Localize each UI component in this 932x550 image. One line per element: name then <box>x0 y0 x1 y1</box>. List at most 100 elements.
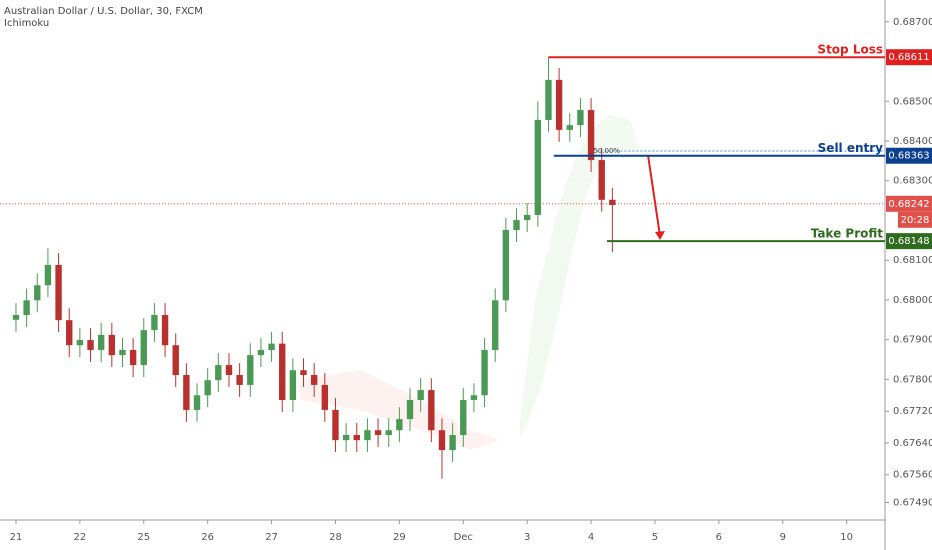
x-tick-label: 3 <box>524 532 530 543</box>
candle-body <box>513 220 520 231</box>
candle-body <box>257 349 265 356</box>
candle-body <box>151 315 158 331</box>
x-tick-label: 10 <box>840 532 853 543</box>
candle-body <box>108 334 116 356</box>
candle-body <box>502 230 510 301</box>
candle-body <box>523 214 531 221</box>
y-tick-label: 0.67900 <box>893 335 932 346</box>
candle-body <box>470 395 478 401</box>
candle-body <box>225 365 233 376</box>
x-tick-label: 22 <box>74 532 87 543</box>
candle-body <box>438 430 446 451</box>
candle-body <box>55 264 62 321</box>
candle-body <box>87 340 94 350</box>
candle-body <box>332 409 339 441</box>
y-tick-label: 0.68400 <box>893 136 932 147</box>
x-tick-label: 25 <box>137 532 150 543</box>
x-tick-label: 29 <box>393 532 406 543</box>
level-name: Stop Loss <box>817 43 883 57</box>
x-tick-label: 4 <box>588 532 594 543</box>
price-box <box>886 147 932 164</box>
candle-body <box>374 430 382 435</box>
x-tick-label: 9 <box>780 532 786 543</box>
chart-title: Australian Dollar / U.S. Dollar, 30, FXC… <box>4 6 203 17</box>
candle-body <box>140 330 147 366</box>
candle-body <box>609 199 616 205</box>
candle-body <box>12 315 20 320</box>
candle-body <box>66 320 73 346</box>
arrow <box>647 154 661 237</box>
candle-body <box>300 370 307 376</box>
candle-body <box>193 395 201 410</box>
candle-body <box>129 349 137 366</box>
indicator-name: Ichimoku <box>4 18 49 29</box>
y-tick-label: 0.68100 <box>893 255 932 266</box>
candle-body <box>183 375 190 410</box>
candle-body <box>204 380 211 396</box>
candle-body <box>279 343 286 401</box>
candle-body <box>534 119 542 215</box>
x-tick-label: 28 <box>329 532 342 543</box>
x-tick-label: 27 <box>265 532 278 543</box>
candle-body <box>545 79 552 120</box>
candle-body <box>289 370 297 401</box>
x-tick-label: 5 <box>652 532 658 543</box>
y-tick-label: 0.67720 <box>893 406 932 417</box>
price-box-label: 0.68363 <box>888 151 929 162</box>
countdown-box <box>898 211 932 228</box>
candle-body <box>587 110 595 161</box>
candle-body <box>598 160 605 200</box>
x-tick-label: 21 <box>10 532 23 543</box>
y-tick-label: 0.68000 <box>893 295 932 306</box>
candle-body <box>161 315 169 346</box>
candle-body <box>577 110 584 126</box>
x-tick-label: Dec <box>454 532 473 543</box>
candle-body <box>44 264 52 286</box>
candle-body <box>353 434 360 441</box>
candle-body <box>566 125 573 130</box>
candle-body <box>385 430 392 435</box>
candle-body <box>310 375 318 385</box>
y-tick-label: 0.68700 <box>893 17 932 28</box>
level-name: Take Profit <box>811 227 884 241</box>
price-box <box>886 195 932 212</box>
candle-body <box>481 349 488 396</box>
candle-body <box>492 300 499 350</box>
price-box-label: 0.68148 <box>888 236 929 247</box>
candle-body <box>321 384 329 410</box>
candle-body <box>396 419 403 431</box>
y-tick-label: 0.67560 <box>893 470 932 481</box>
price-box-label: 0.68242 <box>888 199 929 210</box>
y-tick-label: 0.68300 <box>893 176 932 187</box>
candle-body <box>268 343 275 350</box>
fib-label: 50.00% <box>593 147 620 155</box>
y-tick-label: 0.67640 <box>893 438 932 449</box>
candle-body <box>555 79 563 130</box>
x-tick-label: 6 <box>716 532 722 543</box>
candle-body <box>236 375 243 385</box>
candle-body <box>364 430 371 441</box>
candle-body <box>97 334 105 350</box>
countdown-label: 20:28 <box>901 215 930 226</box>
candle-body <box>119 349 126 356</box>
candle-body <box>460 400 467 435</box>
candle-body <box>406 400 414 420</box>
arrow-head <box>655 231 665 240</box>
price-box-label: 0.68611 <box>888 52 929 63</box>
candle-body <box>76 340 84 346</box>
ichimoku-cloud <box>520 115 640 440</box>
level-name: Sell entry <box>818 141 884 155</box>
y-tick-label: 0.67490 <box>893 498 932 509</box>
candle-body <box>449 434 456 451</box>
candle-body <box>428 390 435 431</box>
candle-body <box>172 345 179 376</box>
candle-body <box>34 285 41 301</box>
candle-body <box>23 300 30 316</box>
candle-body <box>215 365 222 381</box>
candle-body <box>342 434 350 441</box>
candle-body <box>247 355 254 385</box>
ichimoku-cloud <box>300 370 500 450</box>
